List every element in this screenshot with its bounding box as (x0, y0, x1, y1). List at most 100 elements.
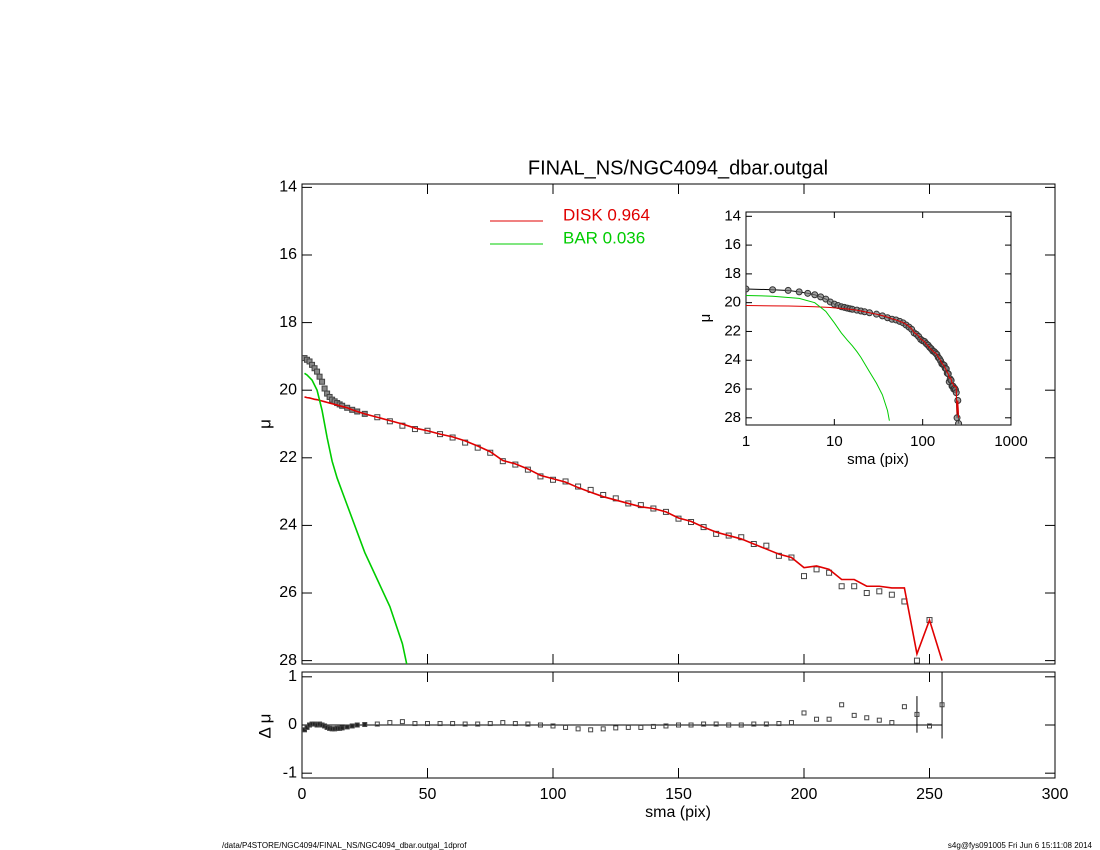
data-point (913, 657, 920, 664)
x-tick-label: 0 (298, 786, 307, 803)
data-point (316, 373, 323, 380)
x-axis-label: sma (pix) (645, 804, 711, 821)
y-tick-label: 18 (279, 314, 297, 331)
x-tick-label: 150 (665, 786, 692, 803)
y-tick-label: 28 (279, 652, 297, 669)
data-point (876, 717, 882, 723)
data-point (813, 566, 820, 573)
y-axis-label: Δ μ (255, 714, 274, 739)
data-point (600, 726, 606, 732)
data-point (801, 573, 807, 580)
data-point (927, 723, 932, 729)
y-tick-label: 16 (279, 246, 297, 263)
data-point (650, 723, 656, 729)
data-point (788, 720, 794, 726)
y-tick-label: 0 (288, 716, 297, 733)
data-point (387, 720, 393, 726)
data-point (688, 722, 694, 728)
y-tick-label: 24 (724, 351, 741, 368)
y-tick-label: 26 (279, 584, 297, 601)
data-point (487, 721, 493, 727)
x-tick-label: 300 (1042, 786, 1069, 803)
model-line (304, 396, 943, 661)
inset-frame (745, 211, 1012, 426)
data-point (319, 378, 326, 385)
data-point (851, 583, 858, 590)
model-line (304, 372, 408, 664)
data-point (575, 726, 581, 732)
data-point (784, 286, 792, 294)
data-point (374, 721, 380, 727)
data-point (354, 722, 360, 728)
data-point (339, 725, 345, 731)
data-point (826, 716, 832, 722)
y-tick-label: 14 (279, 179, 297, 196)
data-point (953, 414, 961, 422)
data-point (349, 723, 355, 729)
plot-area (302, 672, 945, 739)
data-point (955, 420, 963, 425)
data-point (804, 289, 812, 297)
data-point (525, 721, 531, 727)
data-point (851, 712, 857, 718)
plot-area (746, 285, 963, 425)
data-point (663, 723, 669, 729)
data-point (676, 722, 681, 728)
x-tick-label: 200 (791, 786, 818, 803)
data-point (864, 715, 870, 721)
footer-right: s4g@fys091005 Fri Jun 6 15:11:08 2014 (948, 841, 1093, 850)
data-point (563, 724, 569, 730)
data-point (321, 385, 328, 392)
data-point (888, 591, 895, 598)
data-point (876, 588, 883, 595)
data-point (811, 291, 819, 299)
y-tick-label: 18 (724, 265, 741, 282)
y-tick-label: 28 (724, 409, 741, 426)
model-line (746, 305, 960, 418)
data-point (450, 721, 456, 727)
data-point (437, 721, 443, 727)
data-point (638, 724, 644, 730)
y-tick-label: -1 (283, 764, 297, 781)
data-point (776, 721, 782, 727)
data-point (588, 727, 594, 733)
y-tick-label: 24 (279, 517, 297, 534)
data-point (425, 721, 430, 727)
y-tick-label: 22 (279, 449, 297, 466)
data-point (713, 721, 719, 727)
data-point (901, 704, 907, 710)
data-point (751, 721, 757, 727)
data-point (763, 721, 769, 727)
data-point (550, 723, 556, 729)
data-point (500, 720, 506, 726)
data-point (412, 721, 418, 727)
x-tick-label: 10 (826, 433, 843, 450)
plot-area (302, 355, 943, 664)
data-point (462, 721, 468, 727)
model-line (746, 294, 890, 421)
data-point (512, 721, 518, 727)
data-point (701, 721, 707, 727)
data-point (344, 724, 350, 730)
data-point (537, 722, 543, 728)
data-point (839, 702, 845, 708)
y-tick-label: 16 (724, 236, 741, 253)
x-tick-label: 100 (540, 786, 567, 803)
data-point (801, 710, 807, 716)
y-tick-label: 1 (288, 668, 297, 685)
x-tick-label: 1000 (994, 433, 1027, 450)
y-axis-label: μ (697, 314, 714, 323)
data-point (726, 722, 732, 728)
x-axis-label: sma (pix) (847, 451, 909, 468)
data-point (863, 590, 870, 597)
data-point (738, 722, 744, 728)
y-tick-label: 26 (724, 380, 741, 397)
legend-label: BAR 0.036 (563, 228, 645, 247)
x-tick-label: 250 (916, 786, 943, 803)
data-point (769, 286, 777, 294)
footer-left: /data/P4STORE/NGC4094/FINAL_NS/NGC4094_d… (222, 841, 467, 850)
y-tick-label: 14 (724, 207, 741, 224)
data-point (362, 722, 368, 728)
data-point (939, 702, 945, 708)
data-point (475, 721, 481, 727)
